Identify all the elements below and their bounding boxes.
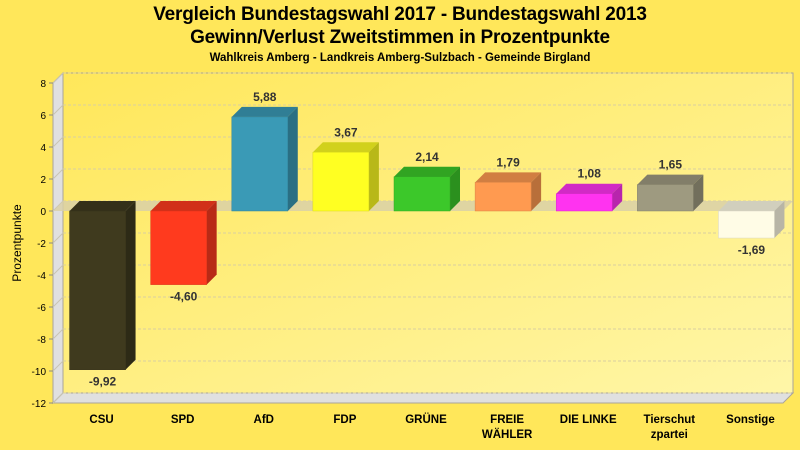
value-label: -1,69: [738, 243, 766, 257]
bar-side: [693, 174, 704, 211]
gridline-depth: [52, 264, 64, 276]
y-tick-label: -2: [37, 239, 46, 250]
gridline-depth: [52, 72, 64, 84]
y-tick-label: 4: [40, 143, 46, 154]
bar-top: [637, 174, 704, 185]
bar-side: [206, 201, 217, 285]
y-tick-label: 6: [40, 111, 46, 122]
gridline-depth: [52, 360, 64, 372]
x-category-label: WÄHLER: [482, 428, 533, 441]
y-tick-label: -12: [32, 399, 47, 410]
gridline-depth: [52, 104, 64, 116]
value-label: 1,65: [659, 158, 683, 172]
bar-front: [474, 182, 532, 212]
x-category-label: Sonstige: [726, 414, 775, 426]
bar-tierschut-zpartei: [637, 174, 704, 212]
value-label: -4,60: [170, 290, 198, 304]
value-label: 5,88: [253, 90, 277, 104]
bar-side: [287, 106, 298, 211]
x-category-label: GRÜNE: [405, 413, 447, 426]
bar-die-linke: [555, 183, 623, 212]
x-category-label: FREIE: [490, 414, 524, 426]
gridline-depth: [52, 296, 64, 308]
value-label: 1,08: [578, 167, 602, 181]
y-tick-label: 2: [40, 175, 46, 186]
x-category-label: DIE LINKE: [560, 414, 617, 426]
bar-front: [231, 116, 289, 212]
y-tick-label: 8: [40, 79, 46, 90]
plot-floor: [51, 392, 795, 404]
bar-front: [555, 193, 613, 212]
value-label: 3,67: [334, 125, 358, 139]
chart-title: Vergleich Bundestagswahl 2017 - Bundesta…: [153, 4, 647, 25]
chart-region-subtitle: Wahlkreis Amberg - Landkreis Amberg-Sulz…: [209, 52, 591, 64]
bar-front: [69, 210, 126, 370]
x-category-label: CSU: [89, 414, 113, 426]
bar-spd: [150, 201, 217, 285]
bar-top: [475, 172, 542, 183]
bar-afd: [231, 106, 298, 212]
bar-top: [150, 201, 217, 211]
value-label: -9,92: [89, 375, 117, 389]
x-category-label: SPD: [171, 414, 195, 426]
bar-grüne: [393, 166, 460, 212]
bar-front: [718, 210, 775, 239]
gridline-depth: [52, 136, 64, 148]
gridline-depth: [52, 232, 64, 244]
bar-top: [69, 201, 136, 211]
x-category-label: AfD: [254, 414, 274, 426]
bar-side: [774, 201, 785, 239]
x-category-label: Tierschut: [644, 414, 696, 426]
gridline-depth: [52, 328, 64, 340]
bar-top: [312, 142, 379, 153]
bar-top: [394, 166, 460, 177]
bar-side: [531, 172, 542, 211]
bar-freie-wähler: [474, 172, 542, 212]
y-tick-label: -8: [37, 335, 46, 346]
y-tick-label: -4: [37, 271, 46, 282]
bar-side: [612, 183, 623, 211]
chart-subtitle: Gewinn/Verlust Zweitstimmen in Prozentpu…: [190, 27, 610, 48]
y-tick-label: 0: [40, 207, 46, 218]
bar-side: [368, 142, 379, 211]
bar-front: [150, 210, 207, 285]
x-category-label: FDP: [333, 414, 356, 426]
value-label: 1,79: [496, 155, 520, 169]
y-tick-label: -6: [37, 303, 46, 314]
bar-front: [312, 152, 370, 212]
bar-front: [393, 176, 451, 212]
bar-sonstige: [718, 201, 785, 239]
gridline-depth: [52, 168, 64, 180]
bar-side: [450, 166, 460, 211]
bar-top: [718, 201, 785, 211]
bar-top: [231, 106, 298, 117]
bar-side: [125, 201, 136, 370]
x-category-label: zpartei: [651, 429, 688, 441]
y-tick-label: -10: [32, 367, 47, 378]
bar-front: [637, 184, 694, 212]
bar-fdp: [312, 142, 379, 212]
bar-csu: [69, 201, 136, 370]
value-label: 2,14: [415, 150, 439, 164]
bar-top: [556, 183, 623, 194]
y-axis-label: Prozentpunkte: [10, 204, 24, 282]
gridline-depth: [52, 392, 64, 404]
